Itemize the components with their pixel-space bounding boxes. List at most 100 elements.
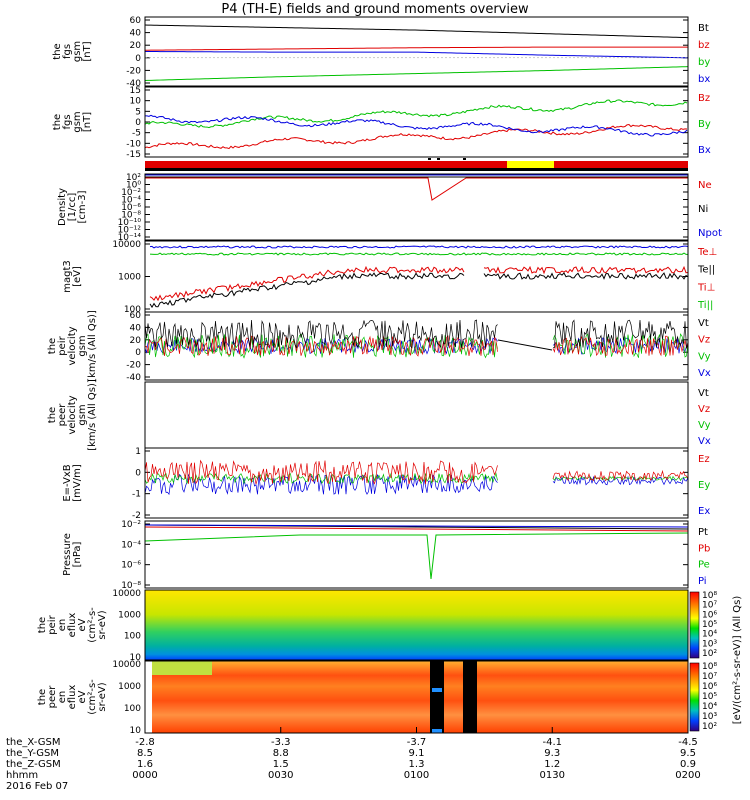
- footer-value: 0200: [675, 770, 700, 781]
- footer-row-label: 2016 Feb 07: [6, 781, 68, 792]
- colorbar-tick-label: 10²: [702, 649, 717, 659]
- y-tick-label: 10⁻²: [121, 520, 141, 530]
- y-tick-label: 10⁻¹²: [118, 226, 142, 236]
- legend-vz: Vz: [698, 404, 710, 415]
- y-axis-label-line: peir: [57, 335, 68, 355]
- panel2-trace-1: [144, 99, 688, 129]
- legend-pe: Pe: [698, 560, 710, 571]
- y-tick-label: 1000: [118, 682, 141, 692]
- y-tick-label: 10: [130, 726, 142, 736]
- series-by: [144, 66, 689, 81]
- legend-pb: Pb: [698, 543, 710, 554]
- y-tick-label: 10⁻⁸: [121, 211, 141, 221]
- panel-8: 10⁻² 10⁻⁴ 10⁻⁶ 10⁻⁸ Pressure[nPa] Pt Pb Pe Pi: [62, 520, 710, 591]
- y-axis-label-line: [km/s (All Qs)]: [87, 310, 98, 382]
- colorbar-tick-label: 10⁶: [702, 610, 717, 620]
- footer-value: -3.7: [407, 737, 427, 748]
- y-tick-label: 60: [130, 311, 142, 321]
- panel-6: thepeervelocitygsm[km/s (All Qs)] Vt Vz Vy V…: [47, 379, 711, 451]
- pressure-pi: [144, 524, 689, 528]
- y-axis-label-line: magt3: [62, 260, 73, 293]
- y-tick-label: 10⁻⁸: [121, 581, 141, 591]
- footer-value: 0.9: [680, 759, 696, 770]
- y-axis-label: E=-VxB[mV/m]: [62, 464, 83, 502]
- colorbar-tick-label: 10⁵: [702, 692, 717, 702]
- y-axis-label-line: the: [52, 114, 63, 130]
- y-axis-label-line: velocity: [67, 326, 78, 365]
- y-axis-label-line: gsm: [77, 335, 88, 356]
- y-axis-label-line: peer: [57, 403, 68, 427]
- y-axis-label-line: (cm²-s-: [87, 679, 98, 715]
- legend-pi: Pi: [698, 576, 707, 587]
- plot-title: P4 (TH-E) fields and ground moments over…: [221, 2, 529, 17]
- y-axis-label-line: the: [37, 689, 48, 705]
- y-axis-label-line: peir: [47, 614, 58, 634]
- efield-trace-0: [552, 475, 689, 486]
- y-tick-label: -1: [132, 490, 141, 500]
- y-axis-label-line: [cm-3]: [77, 190, 88, 223]
- legend-ti: Ti||: [697, 300, 713, 311]
- y-tick-label: 10: [130, 653, 142, 663]
- velocity-trace-0: [552, 337, 689, 355]
- y-tick-label: 10000: [112, 589, 141, 599]
- y-tick-label: 40: [130, 29, 142, 39]
- panel-frame: [144, 311, 689, 381]
- footer-value: 1.3: [409, 759, 425, 770]
- y-axis-label: Density[1/cc][cm-3]: [57, 188, 88, 226]
- y-axis-label-line: fgs: [62, 114, 73, 129]
- y-tick-label: 60: [130, 16, 142, 26]
- y-tick-label: 0: [135, 118, 141, 128]
- legend-npot: Npot: [698, 228, 722, 239]
- series-bt: [144, 24, 689, 39]
- y-axis-label-line: [km/s (All Qs)]: [87, 379, 98, 451]
- y-tick-label: 10⁻⁶: [121, 203, 141, 213]
- y-tick-label: -20: [126, 66, 141, 76]
- mode-bar-marker: [463, 158, 466, 160]
- colorbar-tick-label: 10⁸: [702, 591, 717, 601]
- y-tick-label: -40: [126, 79, 141, 89]
- legend-by: By: [698, 119, 711, 130]
- legend-ti: Ti⊥: [697, 282, 715, 293]
- y-tick-label: 40: [130, 323, 142, 333]
- temp-te-perp: [149, 245, 689, 249]
- colorbar-tick-label: 10⁴: [702, 702, 717, 712]
- y-axis-label: thepeirenefluxeV(cm²-s-sr-eV): [37, 607, 108, 643]
- legend-vz: Vz: [698, 335, 710, 346]
- legend-bx: Bx: [698, 145, 711, 156]
- panel-frame: [144, 520, 689, 589]
- legend-vx: Vx: [698, 436, 711, 447]
- y-tick-label: 10²: [126, 173, 141, 183]
- footer-value: 1.6: [137, 759, 153, 770]
- y-tick-label: 0: [135, 54, 141, 64]
- y-axis-label-line: sr-eV): [97, 610, 108, 639]
- y-axis-label-line: the: [37, 617, 48, 633]
- panel-frame: [144, 589, 689, 661]
- y-axis-label-line: sr-eV): [97, 682, 108, 711]
- y-axis-label-line: velocity: [67, 395, 78, 434]
- y-axis-label-line: (cm²-s-: [87, 607, 98, 643]
- y-axis-label: thefgsgsm[nT]: [52, 41, 93, 62]
- mode-bar-marker: [437, 158, 440, 160]
- electron-spectrogram: [152, 661, 688, 733]
- footer-value: -3.3: [271, 737, 291, 748]
- y-tick-label: 1000: [118, 610, 141, 620]
- temp-ti-par: [483, 272, 689, 280]
- y-axis-label-line: gsm: [72, 41, 83, 62]
- velocity-trace-2: [144, 335, 498, 357]
- y-tick-label: 5: [135, 107, 141, 117]
- series-bx: [144, 51, 689, 59]
- mode-bar-yellow-segment: [507, 161, 554, 168]
- y-axis-label-line: peer: [47, 685, 58, 709]
- efield-trace-2: [144, 459, 498, 485]
- y-axis-label-line: the: [47, 338, 58, 354]
- footer-value: 1.2: [544, 759, 560, 770]
- y-tick-label: 100: [124, 704, 141, 714]
- footer-value: 9.3: [544, 748, 560, 759]
- y-axis-label-line: en: [57, 691, 68, 704]
- y-tick-label: 0: [135, 348, 141, 358]
- y-axis-label-line: eV: [77, 618, 88, 631]
- y-tick-label: 15: [130, 86, 141, 96]
- legend-ez: Ez: [698, 454, 710, 465]
- data-gap-2: [463, 661, 477, 733]
